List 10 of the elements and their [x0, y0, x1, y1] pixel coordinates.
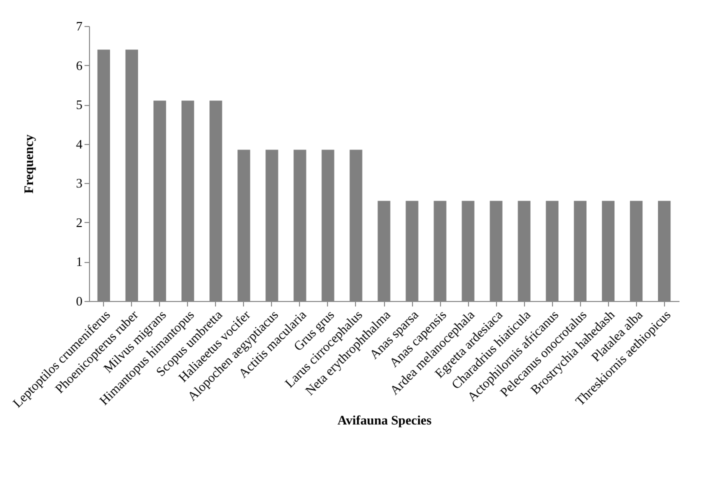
y-tick-label: 1	[76, 254, 82, 270]
y-tick-label: 6	[76, 58, 83, 73]
x-axis-title: Avifauna Species	[337, 412, 432, 428]
y-tick-label: 5	[76, 97, 82, 112]
y-tick-label: 7	[76, 18, 83, 34]
y-tick-label: 3	[76, 176, 82, 191]
y-axis-title: Frequency	[21, 134, 36, 194]
y-tick-label: 4	[76, 136, 83, 152]
y-tick-label: 0	[76, 294, 82, 308]
y-tick-label: 2	[76, 214, 82, 230]
